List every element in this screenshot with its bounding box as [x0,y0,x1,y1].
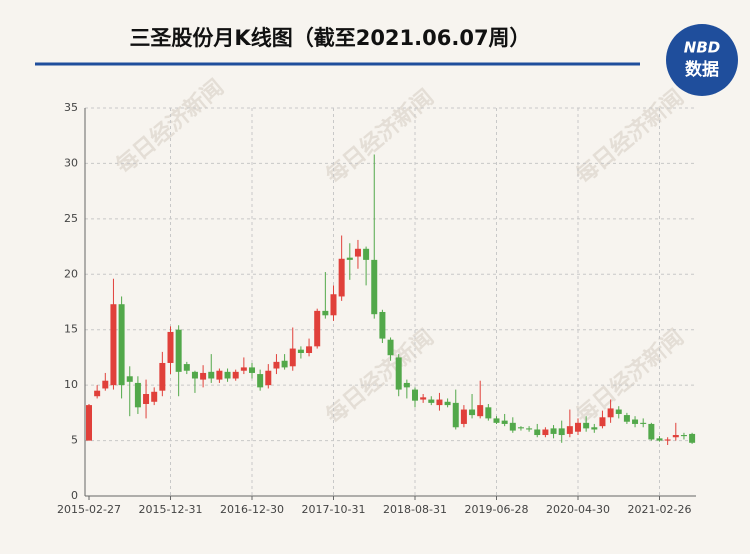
candle-body [338,258,345,297]
x-tick-label: 2019-06-28 [465,503,529,516]
candle-body [526,428,533,430]
candle-body [412,389,418,401]
candle-body [118,304,125,386]
candle-body [517,427,524,429]
candle-body [428,399,435,403]
candle-body [615,409,622,414]
candle-body [240,367,247,371]
candle-body [102,380,109,389]
candle-body [346,257,353,260]
candle-body [534,429,541,436]
candle-body [224,371,231,379]
y-tick-label: 10 [64,378,78,391]
candle-body [656,438,663,441]
candle-body [306,346,313,353]
candle-body [314,310,321,347]
candle-body [200,372,207,380]
candle-body [680,435,687,437]
candle-body [485,407,492,419]
candle-body [444,401,451,406]
x-tick-label: 2020-04-30 [546,503,610,516]
candle-body [232,371,239,379]
candle-body [289,348,296,367]
candle-body [86,405,92,441]
logo-circle [666,24,738,96]
candle-body [387,339,394,356]
candle-body [436,399,443,406]
candle-body [249,367,255,373]
candle-body [452,402,459,428]
candle-body [640,422,647,424]
candle-body [183,364,190,371]
logo-text: 数据 [685,59,719,80]
logo-brand: NBD [684,39,720,57]
candle-body [379,311,386,339]
candle-body [607,408,614,418]
candle-body [363,248,370,260]
candle-body [542,429,549,436]
candle-body [632,419,639,424]
candle-body [281,360,288,368]
y-tick-label: 5 [71,434,78,447]
x-tick-label: 2016-12-30 [220,503,284,516]
candle-body [126,376,133,382]
candle-body [151,391,158,402]
y-tick-label: 15 [64,323,78,336]
y-tick-label: 25 [64,212,78,225]
candle-body [273,361,280,369]
y-tick-label: 30 [64,156,78,169]
candle-body [403,382,410,388]
candle-body [371,259,378,315]
y-tick-label: 20 [64,267,78,280]
candle-body [395,357,402,390]
candle-body [191,371,198,379]
candle-body [330,294,337,316]
candle-body [550,428,557,434]
candle-body [143,394,150,404]
candle-body [509,422,516,431]
candle-body [648,423,655,440]
candle-body [575,422,581,432]
candle-body [208,371,215,379]
candle-body [216,370,223,380]
candle-body [175,329,182,372]
candle-body [257,374,264,388]
candle-body [94,390,101,397]
y-tick-label: 0 [71,489,78,502]
candle-body [664,439,671,441]
candle-body [623,415,630,422]
candle-body [159,362,166,391]
candle-body [469,409,476,416]
x-tick-label: 2015-02-27 [57,503,121,516]
candle-body [672,435,679,438]
candle-body [558,428,565,436]
candle-body [583,422,590,429]
candle-body [501,420,508,424]
candle-body [566,426,573,434]
candle-body [420,397,427,400]
candle-body [477,405,484,417]
candle-body [167,331,174,363]
x-tick-label: 2021-02-26 [628,503,692,516]
candle-body [110,304,117,386]
chart-title: 三圣股份月K线图（截至2021.06.07周） [129,26,530,50]
candle-body [354,248,361,257]
x-tick-label: 2015-12-31 [139,503,203,516]
candle-body [460,409,467,424]
x-tick-label: 2017-10-31 [302,503,366,516]
candle-body [322,310,329,316]
candle-body [265,370,272,386]
candle-body [493,418,500,423]
y-tick-label: 35 [64,101,78,114]
candle-body [689,433,696,443]
candle-body [134,382,141,408]
candle-body [591,427,598,430]
candle-body [599,417,606,427]
x-tick-label: 2018-08-31 [383,503,447,516]
candle-body [297,349,304,353]
